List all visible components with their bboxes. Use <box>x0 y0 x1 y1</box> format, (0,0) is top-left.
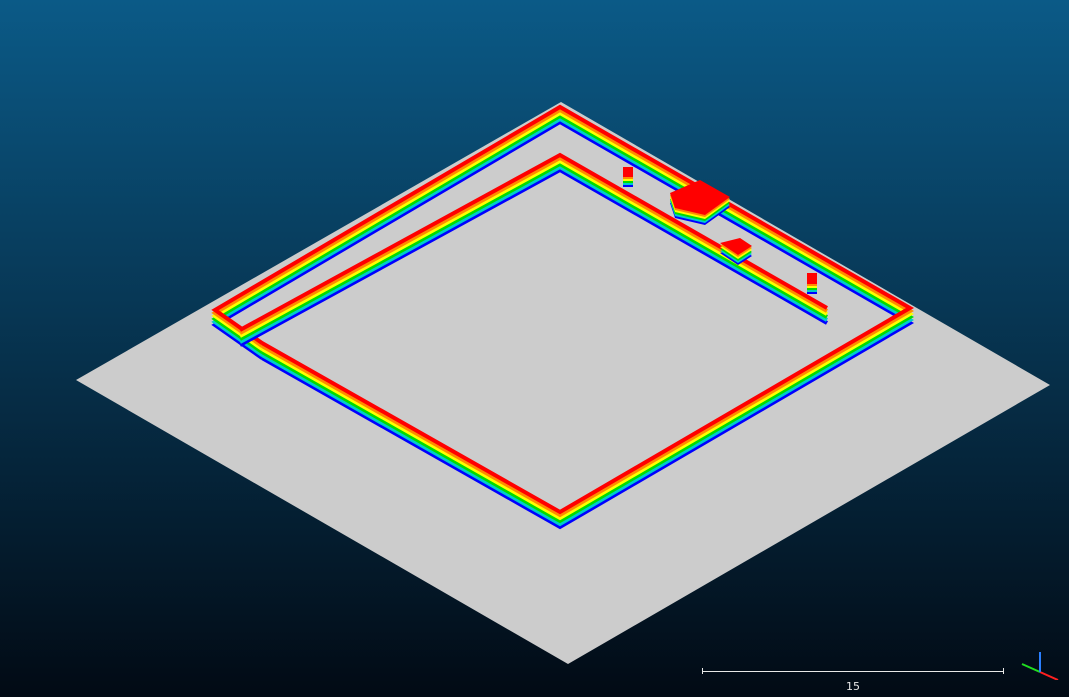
scale-bar-line <box>702 671 1004 672</box>
scene-objects <box>623 167 817 294</box>
block-a-layer-5 <box>670 180 730 215</box>
inner-wall-layer-2 <box>239 161 828 341</box>
outer-wall-layer-4 <box>211 107 914 518</box>
y-axis-line <box>1021 663 1041 673</box>
post-b-layer-5 <box>807 273 817 284</box>
block-b-layer-5 <box>720 238 752 255</box>
inner-wall-layer-0 <box>239 167 828 347</box>
post-a-layer-5 <box>623 167 633 177</box>
scale-bar-label: 15 <box>846 680 860 693</box>
outer-wall-layer-3 <box>211 110 914 521</box>
x-axis-line <box>1039 671 1059 680</box>
scale-bar: 15 <box>702 667 1004 695</box>
outer-wall-layer-1 <box>211 116 914 527</box>
outer-wall-layer-5 <box>211 104 914 515</box>
ground-plane <box>76 102 1050 664</box>
outer-wall-layer-0 <box>211 119 914 530</box>
scale-bar-right-tick <box>1003 668 1004 674</box>
inner-wall-layer-1 <box>239 164 828 344</box>
scale-bar-left-tick <box>702 668 703 674</box>
outer-wall-layer-2 <box>211 113 914 524</box>
axis-orientation-icon <box>1021 652 1059 680</box>
